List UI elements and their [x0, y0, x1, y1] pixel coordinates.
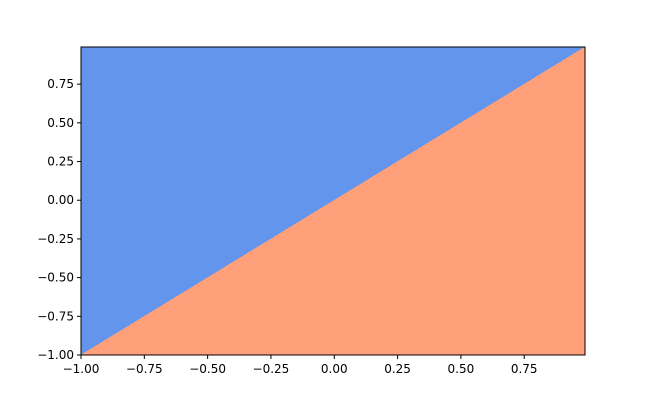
y-tick-label: −0.75: [37, 309, 74, 323]
y-tick-label: 0.50: [47, 116, 74, 130]
y-tick-label: 0.00: [47, 193, 74, 207]
x-tick-label: 0.75: [511, 362, 538, 376]
x-tick-label: −0.50: [189, 362, 226, 376]
x-tick-label: 0.50: [448, 362, 475, 376]
y-tick-label: 0.25: [47, 155, 74, 169]
y-tick-label: −0.50: [37, 271, 74, 285]
y-tick-label: 0.75: [47, 77, 74, 91]
x-tick-label: −0.25: [253, 362, 290, 376]
y-tick-label: −1.00: [37, 348, 74, 362]
x-tick-label: −0.75: [126, 362, 163, 376]
y-tick-label: −0.25: [37, 232, 74, 246]
x-tick-label: 0.00: [321, 362, 348, 376]
x-tick-label: 0.25: [384, 362, 411, 376]
plot-frame: [80, 46, 586, 356]
x-tick-label: −1.00: [63, 362, 100, 376]
